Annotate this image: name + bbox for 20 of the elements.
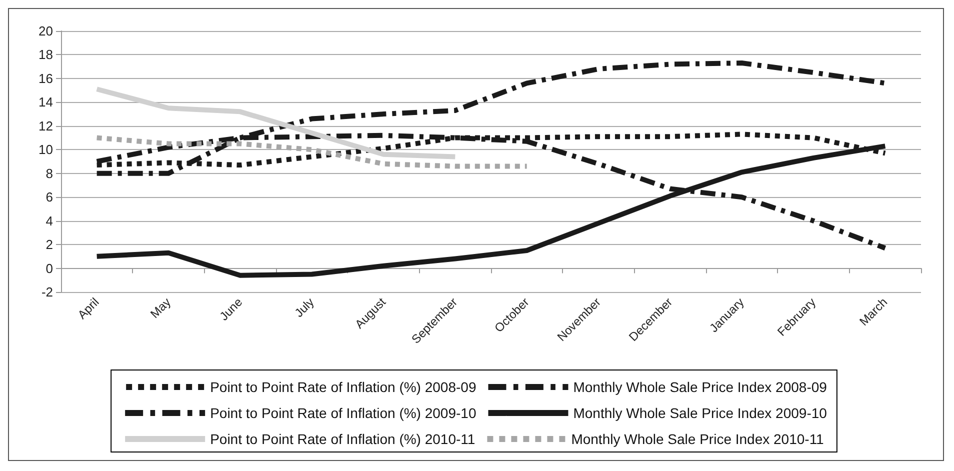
y-tick-label: 0 (46, 260, 53, 276)
y-tick-label: 2 (46, 237, 53, 252)
y-tick-label: 18 (38, 47, 53, 62)
y-tick-label: 20 (38, 24, 53, 38)
x-tick-label: July (292, 295, 317, 320)
y-tick-label: 10 (38, 142, 53, 158)
x-tick-label: May (148, 295, 174, 321)
y-tick-label: 4 (46, 213, 53, 228)
legend-label: Point to Point Rate of Inflation (%) 2009-10 (210, 405, 476, 421)
legend-label: Point to Point Rate of Inflation (%) 2008-09 (210, 379, 476, 395)
y-tick-label: 12 (38, 118, 53, 134)
y-tick-label: -2 (41, 284, 53, 300)
legend-label: Monthly Whole Sale Price Index 2008-09 (573, 379, 828, 395)
legend-label: Point to Point Rate of Inflation (%) 2010-11 (210, 431, 476, 447)
y-tick-label: 16 (38, 70, 53, 86)
y-tick-label: 14 (38, 94, 53, 110)
legend-label: Monthly Whole Sale Price Index 2010-11 (571, 431, 824, 447)
y-tick-label: 6 (46, 190, 53, 205)
legend-label: Monthly Whole Sale Price Index 2009-10 (573, 405, 828, 421)
y-tick-label: 8 (46, 166, 53, 181)
